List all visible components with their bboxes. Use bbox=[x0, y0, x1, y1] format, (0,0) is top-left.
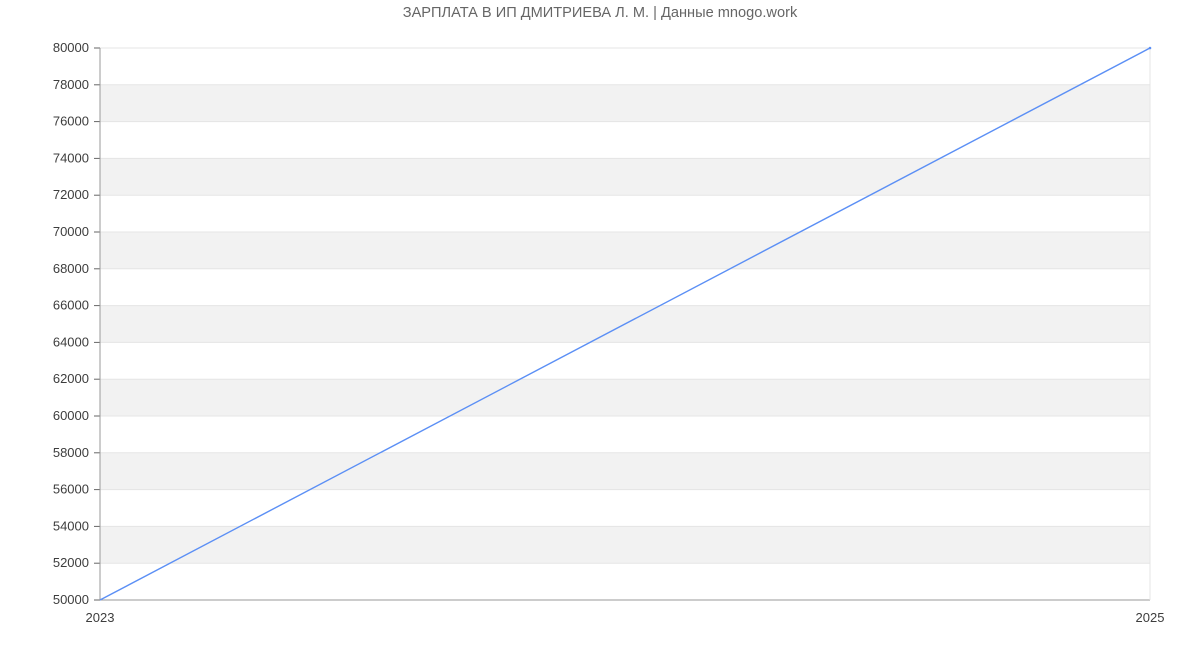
svg-text:80000: 80000 bbox=[53, 40, 89, 55]
svg-text:76000: 76000 bbox=[53, 114, 89, 129]
svg-text:58000: 58000 bbox=[53, 445, 89, 460]
svg-text:78000: 78000 bbox=[53, 77, 89, 92]
svg-text:72000: 72000 bbox=[53, 187, 89, 202]
svg-text:56000: 56000 bbox=[53, 482, 89, 497]
svg-text:74000: 74000 bbox=[53, 150, 89, 165]
svg-text:70000: 70000 bbox=[53, 224, 89, 239]
svg-text:64000: 64000 bbox=[53, 334, 89, 349]
svg-text:2025: 2025 bbox=[1136, 610, 1165, 625]
svg-text:68000: 68000 bbox=[53, 261, 89, 276]
svg-text:66000: 66000 bbox=[53, 298, 89, 313]
svg-text:52000: 52000 bbox=[53, 555, 89, 570]
svg-text:2023: 2023 bbox=[86, 610, 115, 625]
svg-text:54000: 54000 bbox=[53, 518, 89, 533]
svg-text:62000: 62000 bbox=[53, 371, 89, 386]
svg-text:50000: 50000 bbox=[53, 592, 89, 607]
svg-text:60000: 60000 bbox=[53, 408, 89, 423]
